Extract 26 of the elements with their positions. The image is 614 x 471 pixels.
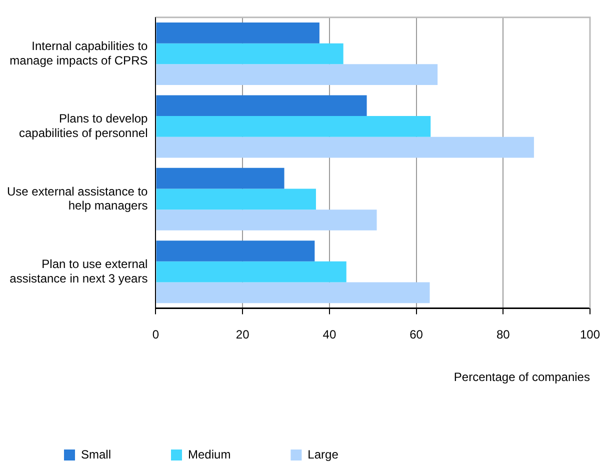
- x-tick-label: 60: [410, 328, 424, 342]
- x-tick-label: 100: [580, 328, 600, 342]
- y-tick-label: Use external assistance to help managers: [6, 184, 148, 213]
- x-tick-label: 40: [322, 328, 336, 342]
- y-tick-label: Plan to use external assistance in next 3 years: [10, 256, 148, 286]
- y-tick-label: Plans to develop capabilities of personnel: [18, 112, 148, 140]
- bar: [156, 168, 284, 189]
- bar: [156, 240, 315, 262]
- bar: [156, 210, 377, 230]
- legend-label: Medium: [188, 447, 231, 462]
- bar: [156, 188, 316, 210]
- bar: [156, 64, 438, 86]
- legend-label: Small: [81, 447, 112, 462]
- bar: [156, 22, 320, 44]
- bar: [156, 43, 344, 64]
- x-tick-label: 80: [496, 328, 510, 342]
- bar: [156, 116, 431, 137]
- x-tick-label: 20: [236, 328, 250, 342]
- bar: [156, 136, 534, 158]
- bar: [156, 282, 430, 304]
- x-axis-title: Percentage of companies: [454, 370, 590, 384]
- bar: [156, 95, 367, 116]
- y-tick-label: Internal capabilities to manage impacts of CPRS: [10, 38, 148, 68]
- x-tick-label: 0: [152, 328, 160, 342]
- bar: [156, 261, 346, 282]
- legend-label: Large: [308, 447, 339, 462]
